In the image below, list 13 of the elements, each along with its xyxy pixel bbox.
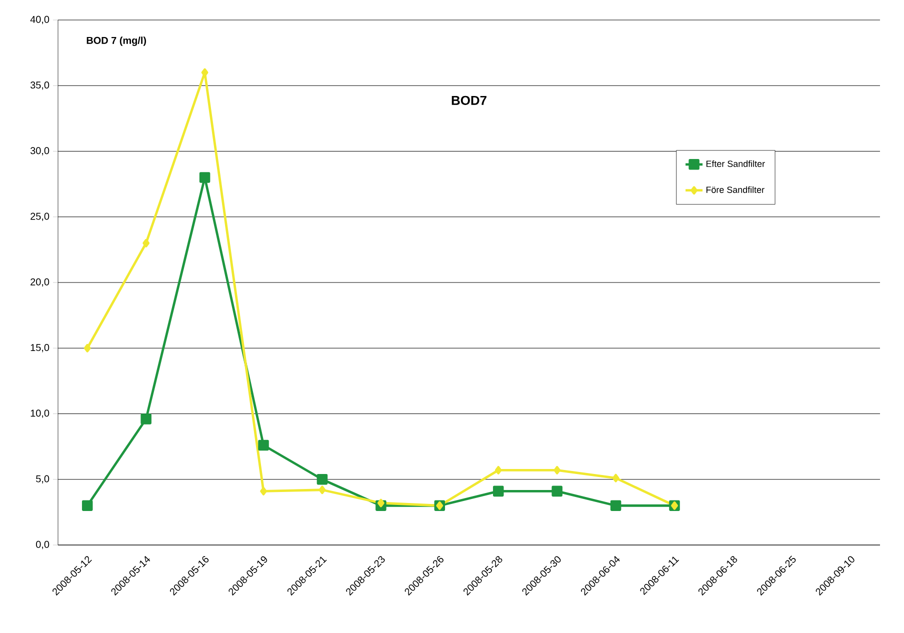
y-tick-label: 25,0 [30,212,50,221]
y-tick-label: 35,0 [30,82,50,90]
y-tick-label: 30,0 [30,147,50,156]
y-tick-label: 10,0 [30,410,50,418]
y-tick-label: 15,0 [30,344,50,352]
legend-label: Efter Sandfilter [706,160,765,167]
legend-label: Före Sandfilter [706,186,764,193]
y-tick-label: 0,0 [36,540,50,550]
y-tick-label: 20,0 [30,278,50,287]
y-tick-label: 40,0 [30,16,50,24]
y-axis-title: BOD 7 (mg/l) [86,36,146,46]
text: BOD7 [452,96,486,105]
y-tick-label: 5,0 [36,475,50,484]
